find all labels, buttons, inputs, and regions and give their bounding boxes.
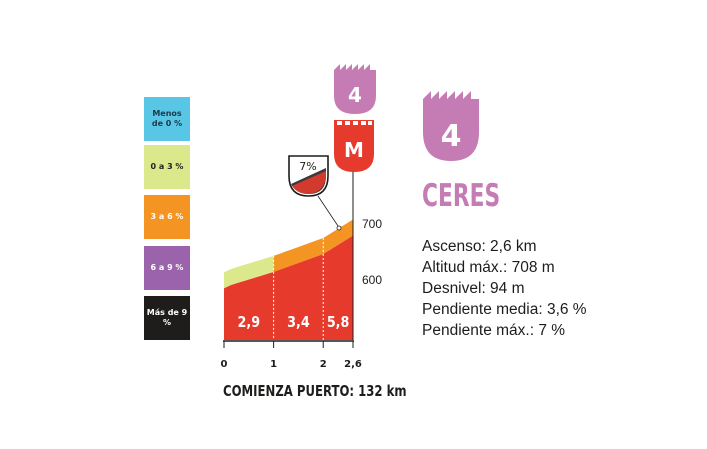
max-slope-marker: [336, 225, 342, 231]
segment-labels: 2,9 3,4 5,8: [238, 314, 350, 331]
slope-band-3: [323, 219, 353, 254]
legend-label: 6 a 9 %: [150, 263, 184, 272]
port-stats: Ascenso: 2,6 km Altitud máx.: 708 m Desn…: [422, 236, 587, 341]
stat-max-slope: Pendiente máx.: 7 %: [422, 322, 566, 339]
legend-label: Más de 9 %: [146, 308, 188, 327]
stat-ascent: Ascenso: 2,6 km: [422, 238, 537, 255]
x-axis: 0 1 2 2,6: [221, 340, 362, 370]
slope-band-1: [224, 255, 274, 289]
stat-max-altitude: Altitud máx.: 708 m: [422, 259, 555, 276]
segment-slope-label: 5,8: [327, 314, 350, 331]
category-badge-large: 4: [423, 91, 479, 161]
summit-badge: M: [334, 120, 374, 172]
category-badge-small: 4: [334, 64, 376, 114]
y-tick-label: 700: [362, 217, 382, 231]
max-slope-pointer: [317, 195, 339, 227]
max-slope-badge: 7%: [288, 155, 342, 231]
legend-item-3-6: 3 a 6 %: [144, 195, 190, 239]
stat-elevation-gain: Desnivel: 94 m: [422, 280, 525, 297]
climb-start-label: COMIENZA PUERTO: 132 km: [223, 382, 407, 400]
stat-avg-slope: Pendiente media: 3,6 %: [422, 301, 587, 318]
legend-item-above-9: Más de 9 %: [144, 296, 190, 340]
x-tick-label: 2,6: [344, 359, 362, 370]
y-tick-label: 600: [362, 273, 382, 287]
profile-areas: [224, 219, 353, 340]
legend-label: Menos de 0 %: [151, 109, 183, 128]
segment-slope-label: 2,9: [238, 314, 261, 331]
summit-badge-text: M: [344, 138, 364, 162]
max-slope-badge-text: 7%: [299, 160, 316, 173]
category-badge-large-text: 4: [441, 119, 462, 154]
legend-item-below-0: Menos de 0 %: [144, 97, 190, 141]
segment-slope-label: 3,4: [287, 314, 310, 331]
category-badge-small-text: 4: [348, 83, 362, 107]
legend-label: 0 a 3 %: [150, 162, 184, 171]
slope-band-2: [273, 238, 324, 272]
y-axis: 600 700: [352, 205, 382, 340]
legend-item-0-3: 0 a 3 %: [144, 145, 190, 189]
profile-body: [224, 235, 353, 340]
x-tick-label: 0: [221, 359, 228, 370]
x-tick-label: 2: [320, 359, 327, 370]
legend-label: 3 a 6 %: [150, 212, 184, 221]
port-name: CERES: [422, 178, 501, 214]
segment-dividers: [273, 238, 324, 340]
x-tick-label: 1: [270, 359, 277, 370]
legend-item-6-9: 6 a 9 %: [144, 246, 190, 290]
